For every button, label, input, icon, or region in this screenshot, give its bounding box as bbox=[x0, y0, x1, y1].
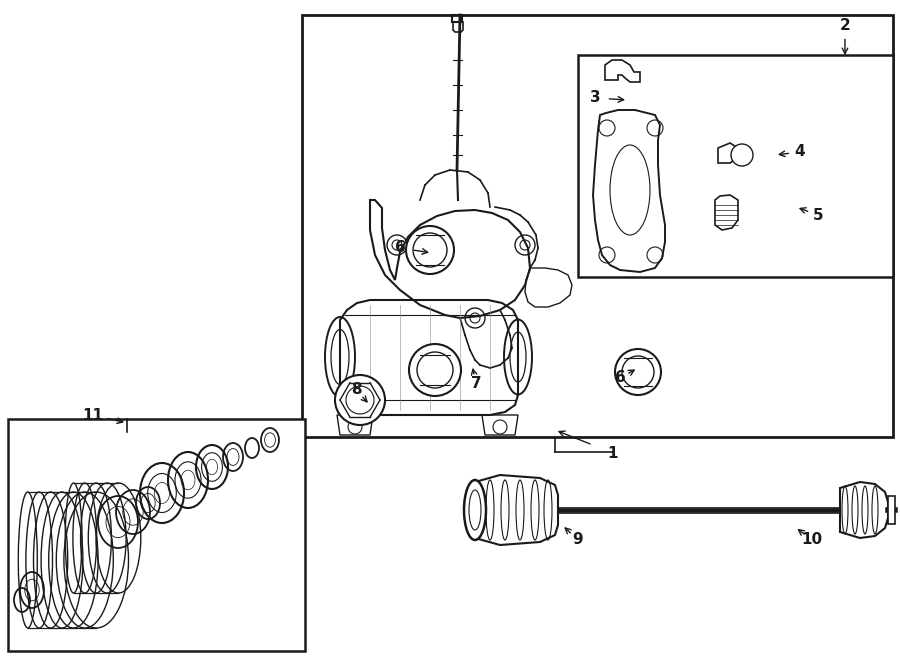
Text: 2: 2 bbox=[840, 17, 850, 32]
Ellipse shape bbox=[731, 144, 753, 166]
Text: 1: 1 bbox=[608, 446, 618, 461]
Ellipse shape bbox=[464, 480, 486, 540]
Polygon shape bbox=[888, 496, 895, 524]
Polygon shape bbox=[715, 195, 738, 230]
Bar bbox=[578, 55, 893, 277]
Text: 6: 6 bbox=[615, 371, 626, 385]
Text: 8: 8 bbox=[351, 383, 361, 397]
Text: 10: 10 bbox=[801, 533, 823, 547]
Polygon shape bbox=[475, 475, 558, 545]
Bar bbox=[302, 15, 893, 437]
Polygon shape bbox=[718, 143, 738, 163]
Ellipse shape bbox=[406, 226, 454, 274]
Polygon shape bbox=[593, 110, 665, 272]
Polygon shape bbox=[840, 482, 888, 538]
Text: 9: 9 bbox=[572, 533, 583, 547]
Bar bbox=[8, 419, 305, 651]
Text: 4: 4 bbox=[795, 145, 806, 159]
Ellipse shape bbox=[335, 375, 385, 425]
Text: 7: 7 bbox=[471, 375, 482, 391]
Polygon shape bbox=[605, 60, 640, 82]
Text: 3: 3 bbox=[590, 91, 600, 106]
Text: 11: 11 bbox=[83, 407, 104, 422]
Ellipse shape bbox=[615, 349, 661, 395]
Text: 6: 6 bbox=[394, 241, 405, 256]
Ellipse shape bbox=[409, 344, 461, 396]
Text: 5: 5 bbox=[813, 208, 824, 223]
